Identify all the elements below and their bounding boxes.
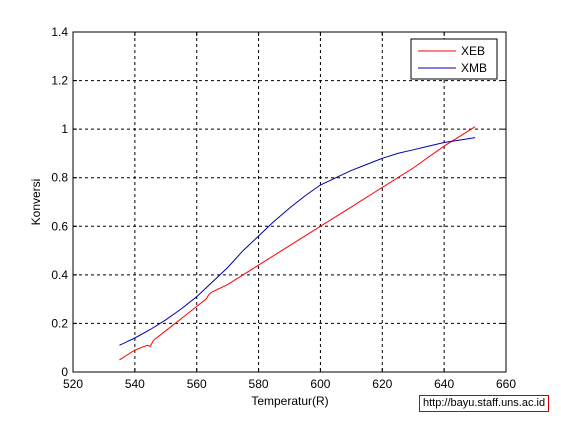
x-tick-label: 560: [187, 377, 207, 391]
y-tick-label: 0: [61, 365, 68, 379]
legend-label-xmb: XMB: [461, 61, 487, 75]
x-tick-label: 640: [434, 377, 454, 391]
y-tick-label: 0.6: [51, 219, 68, 233]
legend-label-xeb: XEB: [461, 44, 485, 58]
x-tick-label: 520: [63, 377, 83, 391]
plot-frame: [72, 31, 507, 373]
watermark-url: http://bayu.staff.uns.ac.id: [419, 395, 550, 412]
y-tick-label: 1.4: [51, 25, 68, 39]
legend: XEB XMB: [410, 38, 498, 80]
grid: [73, 32, 506, 372]
y-tick-label: 0.4: [51, 268, 68, 282]
y-tick-label: 1.2: [51, 74, 68, 88]
series-lines: [119, 126, 476, 361]
y-tick-label: 1: [61, 122, 68, 136]
x-tick-label: 540: [125, 377, 145, 391]
x-tick-label: 600: [310, 377, 330, 391]
y-tick-label: 0.8: [51, 171, 68, 185]
legend-box: [410, 38, 498, 80]
x-tick-label: 660: [496, 377, 516, 391]
ticks: 520 540 560 580 600 620 640 660 0 0.2 0.4 0.6 0.8 1 1.…: [51, 25, 516, 391]
x-tick-label: 620: [372, 377, 392, 391]
x-tick-label: 580: [249, 377, 269, 391]
x-axis-label: Temperatur(R): [251, 394, 328, 408]
y-tick-label: 0.2: [51, 316, 68, 330]
series-line-xeb: [119, 126, 476, 361]
series-line-xmb: [119, 137, 476, 346]
y-axis-label: Konversi: [29, 179, 43, 226]
